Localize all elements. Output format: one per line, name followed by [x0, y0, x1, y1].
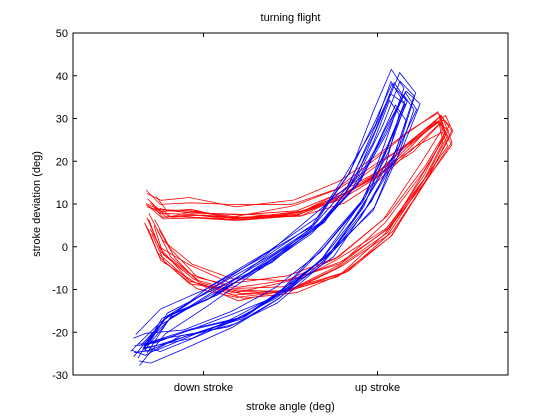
- x-axis-label: stroke angle (deg): [246, 401, 335, 413]
- y-tick-label: 30: [56, 114, 68, 126]
- series-1-trace: [158, 114, 453, 299]
- plot-traces: [130, 68, 454, 366]
- x-axis-ticks: down stroke up stroke: [174, 33, 400, 394]
- series-1-trace: [151, 120, 444, 298]
- y-tick-label: -10: [52, 285, 68, 297]
- y-tick-label: 40: [56, 71, 68, 83]
- series-2-trace: [138, 81, 408, 366]
- y-tick-label: -20: [52, 327, 68, 339]
- chart-title: turning flight: [261, 12, 321, 24]
- y-tick-label: 0: [62, 242, 68, 254]
- series-1-trace: [154, 116, 446, 288]
- series-2-trace: [142, 91, 418, 349]
- y-axis-label: stroke deviation (deg): [31, 151, 43, 257]
- y-tick-label: 20: [56, 156, 68, 168]
- series-2-trace: [134, 83, 406, 359]
- x-tick-label: down stroke: [174, 382, 233, 394]
- series-2-trace: [130, 80, 406, 352]
- y-axis-ticks: -30 -20 -10 0 10 20 30 40 50: [52, 28, 508, 382]
- series-2-trace: [144, 71, 417, 353]
- series-1-trace: [156, 119, 453, 295]
- y-tick-label: 10: [56, 199, 68, 211]
- x-tick-label: up stroke: [355, 382, 400, 394]
- y-tick-label: 50: [56, 28, 68, 40]
- y-tick-label: -30: [52, 370, 68, 382]
- series-1-trace: [147, 114, 454, 302]
- series-2-trace: [142, 68, 405, 354]
